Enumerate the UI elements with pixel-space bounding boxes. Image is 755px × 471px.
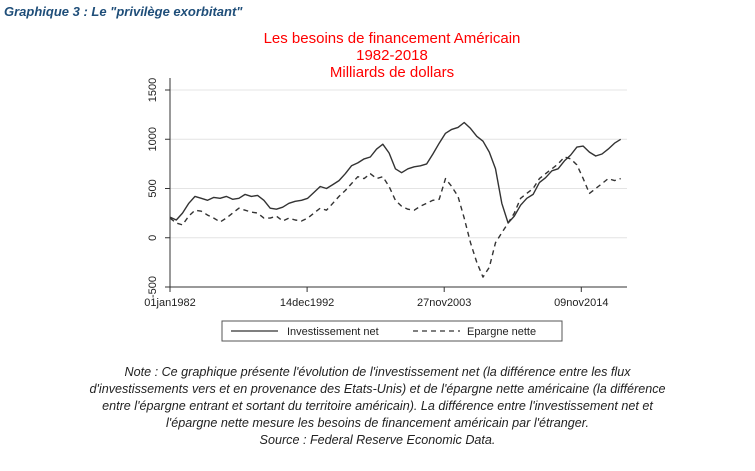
chart: Les besoins de financement Américain 198… — [144, 30, 627, 342]
legend-label-epargne: Epargne nette — [467, 326, 536, 338]
y-tick-label-3: 1000 — [147, 127, 159, 151]
legend-box — [221, 320, 563, 342]
note-line-4: l'épargne nette mesure les besoins de fi… — [166, 416, 589, 430]
legend-label-investissement: Investissement net — [287, 326, 379, 338]
source-line: Source : Federal Reserve Economic Data. — [259, 433, 496, 447]
chart-title-line-3: Milliards de dollars — [330, 64, 454, 81]
note-line-1: Note : Ce graphique présente l'évolution… — [124, 365, 631, 379]
note-line-2: d'investissements vers et en provenance … — [89, 382, 666, 396]
grid-lines — [170, 89, 627, 288]
graph-heading: Graphique 3 : Le "privilège exorbitant" — [4, 4, 243, 19]
y-tick-label-1: 0 — [147, 235, 159, 241]
legend: Investissement net Epargne nette — [221, 320, 563, 342]
y-tick-label-0: -500 — [147, 276, 159, 298]
note: Note : Ce graphique présente l'évolution… — [10, 364, 745, 449]
note-line-3: entre l'épargne entrant et sortant du te… — [102, 399, 653, 413]
x-tick-label-0: 01jan1982 — [144, 297, 195, 309]
y-tick-label-4: 1500 — [147, 78, 159, 102]
chart-title-line-1: Les besoins de financement Américain — [264, 30, 521, 47]
y-tick-label-2: 500 — [147, 179, 159, 197]
series-lines — [169, 121, 622, 278]
series-investissement-net-line — [169, 121, 622, 224]
x-tick-label-1: 14dec1992 — [280, 297, 334, 309]
chart-title-line-2: 1982-2018 — [356, 47, 428, 64]
axes: -500 0 500 1000 1500 01jan1982 14dec1992 27nov2… — [144, 78, 627, 309]
x-tick-label-3: 09nov2014 — [554, 297, 608, 309]
series-epargne-nette-line — [169, 156, 621, 278]
x-tick-label-2: 27nov2003 — [417, 297, 471, 309]
